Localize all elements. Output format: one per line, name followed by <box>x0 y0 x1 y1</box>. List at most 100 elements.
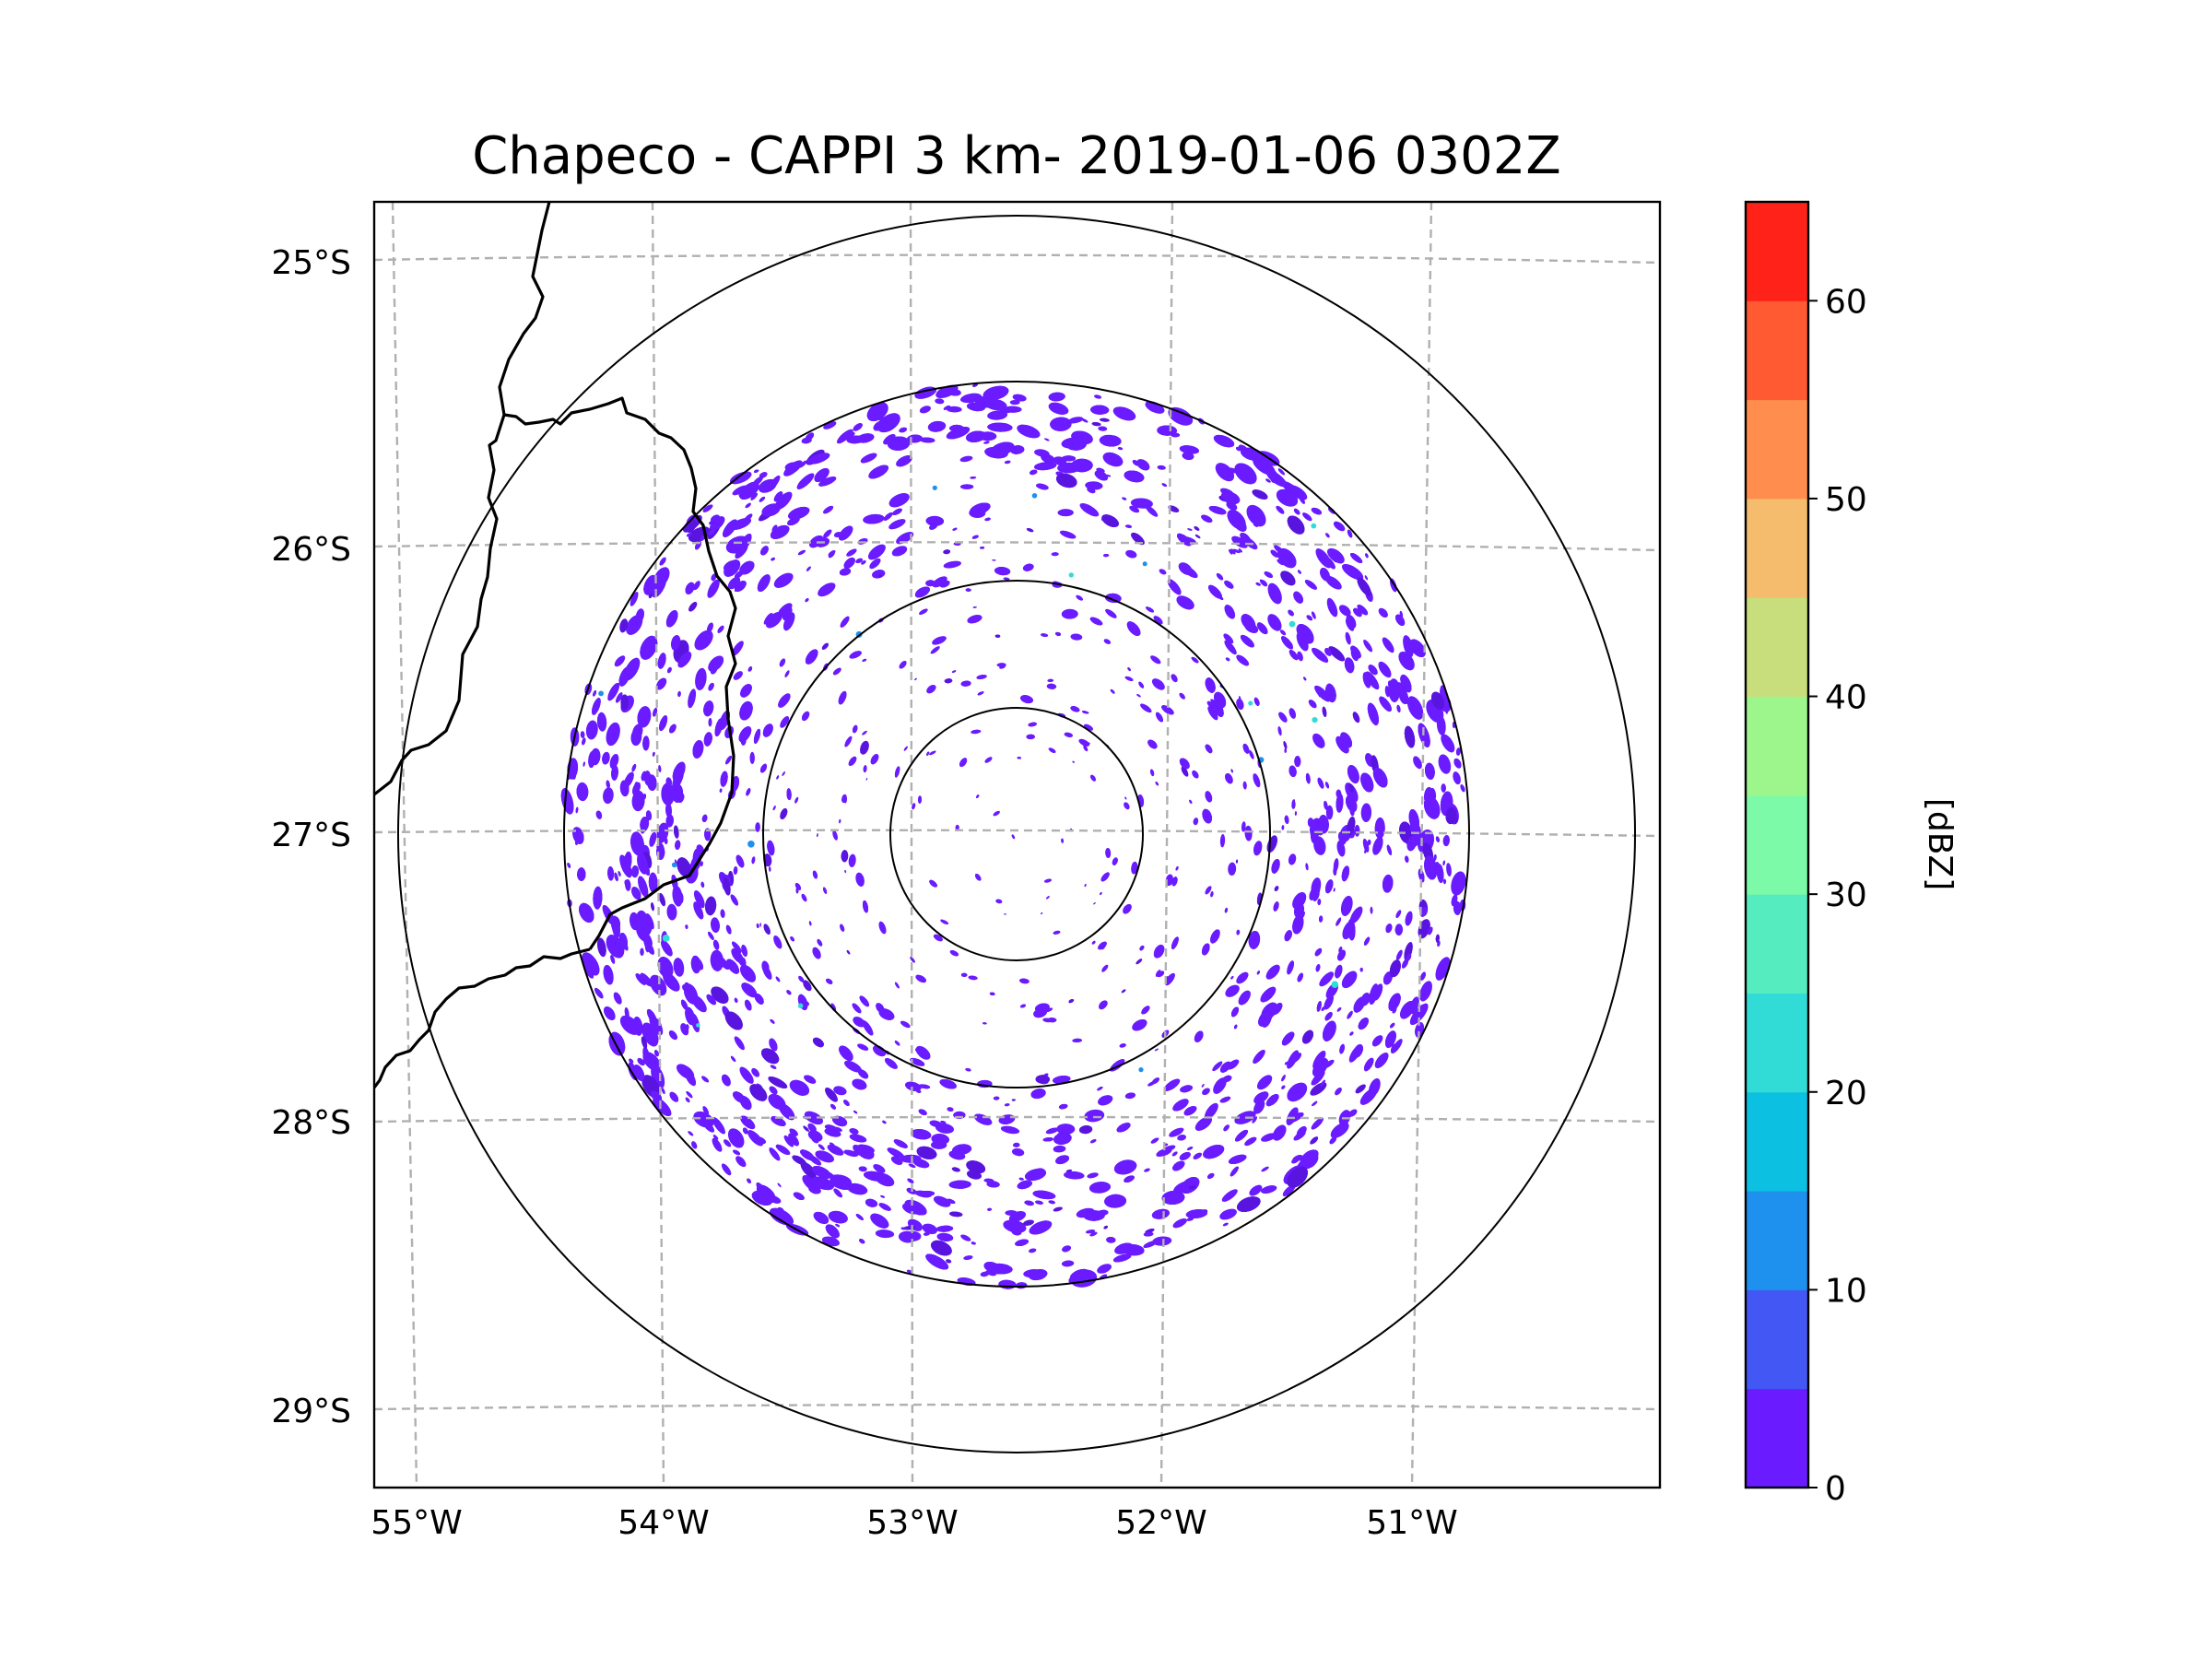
echo-cell <box>1278 712 1288 723</box>
echo-cell <box>602 751 610 765</box>
echo-cell <box>801 711 810 722</box>
echo-cell <box>1455 747 1461 756</box>
echo-cell <box>1336 841 1346 857</box>
echo-cell <box>1418 868 1425 883</box>
echo-cell <box>686 533 692 537</box>
echo-cell <box>1378 661 1392 678</box>
echo-cell <box>800 1161 817 1179</box>
echo-cell <box>955 824 959 830</box>
echo-cell <box>1242 781 1247 790</box>
echo-cell <box>1302 1030 1313 1044</box>
echo-cell <box>739 560 755 575</box>
echo-cell <box>706 994 716 1006</box>
echo-cell <box>1171 674 1178 683</box>
colorbar-swatch <box>1746 1289 1808 1390</box>
echo-cell <box>1142 561 1147 567</box>
echo-cell <box>878 574 882 578</box>
echo-cell <box>671 862 677 868</box>
echo-cell <box>1350 645 1361 659</box>
border-argentina-brazil <box>503 396 737 950</box>
echo-cell <box>677 892 684 904</box>
echo-cell <box>1171 432 1181 438</box>
echo-cell <box>1098 941 1107 950</box>
echo-cell <box>852 724 858 734</box>
echo-cell <box>960 680 971 687</box>
echo-cell <box>1236 929 1241 935</box>
echo-cell <box>757 574 771 593</box>
echo-cell <box>1246 504 1266 527</box>
echo-cell <box>641 794 647 800</box>
echo-cell <box>733 671 743 680</box>
echo-cell <box>1213 434 1235 448</box>
echo-cell <box>756 1182 766 1194</box>
echo-cell <box>1125 549 1137 559</box>
echo-cell <box>1314 947 1323 957</box>
echo-cell <box>1219 1061 1231 1073</box>
echo-cell <box>929 750 936 756</box>
echo-cell <box>1009 445 1025 454</box>
echo-cell <box>823 529 832 538</box>
echo-cell <box>1150 1137 1159 1144</box>
echo-cell <box>753 469 759 473</box>
echo-cell <box>732 941 742 953</box>
echo-cell <box>1124 802 1130 810</box>
echo-cell <box>735 586 742 593</box>
echo-cell <box>1347 816 1356 836</box>
echo-cell <box>690 955 701 974</box>
echo-cell <box>1151 678 1165 690</box>
echo-cell <box>1091 422 1101 427</box>
echo-cell <box>1384 1030 1396 1048</box>
echo-cell <box>870 1213 889 1229</box>
echo-cell <box>1143 1231 1154 1237</box>
range-rings <box>397 215 1636 1453</box>
echo-cell <box>844 1060 862 1073</box>
echo-cell <box>1451 871 1466 896</box>
colorbar-swatch <box>1746 993 1808 1093</box>
echo-cell <box>971 1241 976 1245</box>
echo-cell <box>593 689 597 697</box>
echo-cell <box>734 997 738 1003</box>
echo-cell <box>1445 707 1448 714</box>
echo-cell <box>1034 462 1057 471</box>
echo-cell <box>1020 1004 1026 1008</box>
echo-cell <box>840 924 845 932</box>
echo-cell <box>1405 855 1409 864</box>
echo-cell <box>1070 458 1093 473</box>
echo-cell <box>1207 706 1218 721</box>
echo-cell <box>946 426 971 440</box>
echo-cell <box>1015 1239 1030 1247</box>
echo-cell <box>635 910 649 935</box>
echo-cell <box>1036 483 1049 490</box>
echo-cell <box>1272 1124 1287 1141</box>
echo-cell <box>1150 655 1161 665</box>
echo-cell <box>1300 1149 1319 1167</box>
echo-cell <box>1193 818 1199 826</box>
echo-cell <box>1240 477 1251 484</box>
echo-cell <box>707 579 720 598</box>
echo-cell <box>1311 1070 1325 1086</box>
echo-cell <box>1044 438 1050 441</box>
echo-cell <box>1162 1145 1176 1152</box>
echo-cell <box>1061 455 1077 462</box>
echo-cell <box>1307 818 1314 828</box>
echo-cell <box>773 935 782 949</box>
echo-cell <box>1335 735 1349 754</box>
echo-cell <box>1354 824 1360 837</box>
echo-cell <box>638 876 649 898</box>
echo-cell <box>753 728 761 744</box>
echo-cell <box>935 398 945 405</box>
echo-cell <box>1336 1006 1342 1012</box>
echo-cell <box>839 568 852 576</box>
echo-cell <box>1224 605 1236 619</box>
echo-cell <box>1294 811 1297 816</box>
echo-cell <box>839 1045 853 1062</box>
echo-cell <box>1089 617 1103 626</box>
echo-cell <box>696 844 705 855</box>
echo-cell <box>1367 839 1371 846</box>
echo-cell <box>859 995 870 1007</box>
echo-cell <box>987 422 1013 432</box>
echo-cell <box>780 716 790 728</box>
echo-cell <box>936 1232 954 1241</box>
echo-cell <box>646 1008 657 1025</box>
echo-cell <box>1205 677 1216 693</box>
